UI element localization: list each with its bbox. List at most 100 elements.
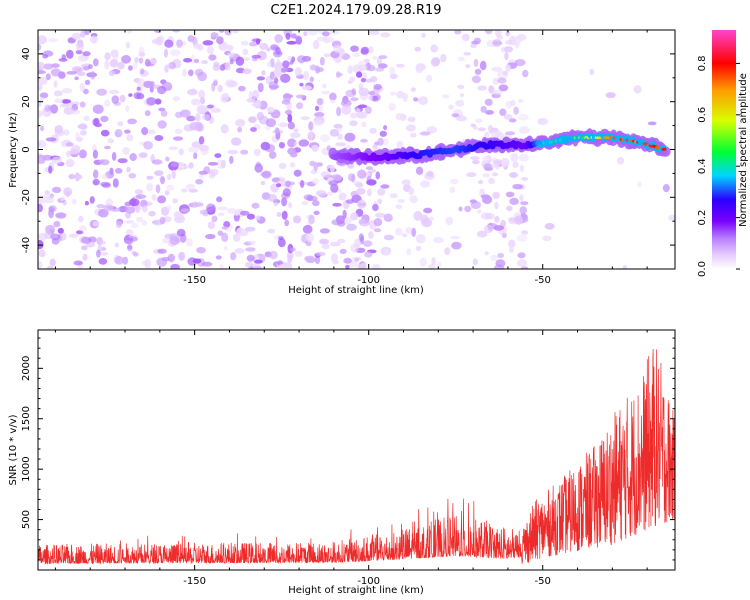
noise-blob — [448, 104, 454, 110]
noise-blob — [520, 266, 529, 269]
noise-blob — [38, 110, 43, 118]
noise-blob — [542, 235, 552, 242]
noise-blob — [520, 201, 529, 206]
noise-blob — [346, 223, 357, 231]
noise-blob — [493, 159, 503, 166]
noise-blob — [135, 204, 141, 214]
noise-blob — [45, 194, 55, 200]
noise-blob — [170, 161, 180, 168]
noise-blob — [227, 80, 238, 88]
noise-blob — [409, 195, 418, 204]
noise-blob — [278, 162, 287, 170]
noise-blob — [267, 61, 272, 68]
noise-blob — [430, 44, 439, 53]
noise-blob — [278, 264, 287, 269]
noise-blob — [38, 83, 43, 91]
noise-blob — [331, 219, 341, 226]
noise-blob — [92, 221, 100, 227]
noise-blob — [415, 166, 424, 175]
noise-blob — [662, 184, 670, 193]
noise-blob — [100, 181, 111, 187]
noise-blob — [90, 71, 95, 80]
noise-blob — [390, 91, 397, 96]
noise-blob — [480, 105, 487, 113]
noise-blob — [201, 261, 213, 267]
noise-blob — [426, 74, 433, 83]
noise-blob — [48, 165, 53, 174]
noise-blob — [356, 111, 368, 119]
noise-blob — [323, 53, 331, 58]
noise-blob — [504, 131, 516, 136]
noise-blob — [196, 104, 207, 114]
noise-blob — [426, 126, 437, 134]
noise-blob — [38, 157, 44, 164]
noise-blob — [217, 230, 224, 236]
noise-blob — [207, 161, 219, 166]
noise-blob — [389, 67, 396, 75]
noise-blob — [147, 129, 156, 135]
noise-blob — [369, 127, 377, 134]
noise-blob — [104, 60, 110, 70]
noise-blob — [308, 130, 314, 140]
spectrogram-x-axis-label: Height of straight line (km) — [288, 285, 424, 296]
noise-blob — [492, 77, 500, 85]
noise-blob — [300, 116, 311, 121]
colorbar: 0.0 0.2 0.4 0.6 0.8 Normalized spectral ampl… — [697, 30, 749, 277]
noise-blob — [157, 120, 167, 129]
noise-blob — [329, 164, 335, 173]
noise-blob — [224, 30, 232, 36]
noise-blob — [431, 257, 436, 266]
noise-blob — [154, 98, 162, 105]
noise-blob — [519, 206, 527, 215]
noise-blob — [165, 156, 170, 162]
snr-background — [38, 330, 675, 570]
noise-blob — [112, 178, 119, 188]
noise-blob — [212, 64, 221, 71]
noise-blob — [498, 84, 509, 92]
noise-blob — [481, 155, 490, 162]
noise-blob — [508, 239, 516, 248]
noise-blob — [160, 176, 166, 185]
noise-blob — [220, 124, 229, 134]
noise-blob — [471, 75, 481, 84]
noise-blob — [277, 238, 286, 248]
noise-blob — [306, 195, 314, 202]
noise-blob — [230, 252, 237, 261]
noise-blob — [65, 150, 72, 158]
noise-blob — [301, 85, 312, 91]
noise-blob — [186, 115, 196, 122]
noise-blob — [383, 125, 388, 131]
noise-blob — [494, 215, 500, 223]
noise-blob — [516, 234, 528, 242]
noise-blob — [129, 153, 137, 162]
snr-x-tick-label: -100 — [357, 576, 380, 587]
spectrogram-ridge — [328, 128, 671, 166]
noise-blob — [377, 137, 384, 146]
noise-blob — [79, 101, 86, 108]
noise-blob — [79, 130, 87, 136]
spectrogram-x-ticks: -150 -100 -50 — [54, 30, 648, 286]
noise-blob — [60, 196, 65, 201]
noise-blob — [329, 129, 340, 137]
noise-blob — [319, 228, 330, 234]
noise-blob — [238, 85, 246, 92]
noise-blob — [133, 252, 139, 257]
noise-blob — [364, 251, 373, 258]
noise-blob — [287, 55, 292, 60]
noise-blob — [349, 76, 356, 83]
noise-blob — [172, 30, 181, 33]
noise-blob — [269, 71, 275, 80]
noise-blob — [98, 208, 109, 218]
noise-blob — [207, 104, 214, 109]
noise-blob — [401, 233, 408, 238]
noise-blob — [410, 87, 416, 92]
noise-blob — [246, 98, 256, 103]
noise-blob — [155, 36, 163, 46]
noise-blob — [185, 238, 193, 247]
noise-blob — [272, 50, 283, 58]
noise-blob — [372, 203, 379, 212]
noise-blob — [456, 115, 467, 122]
noise-blob — [336, 238, 346, 244]
noise-blob — [480, 194, 491, 199]
noise-blob — [61, 88, 73, 94]
